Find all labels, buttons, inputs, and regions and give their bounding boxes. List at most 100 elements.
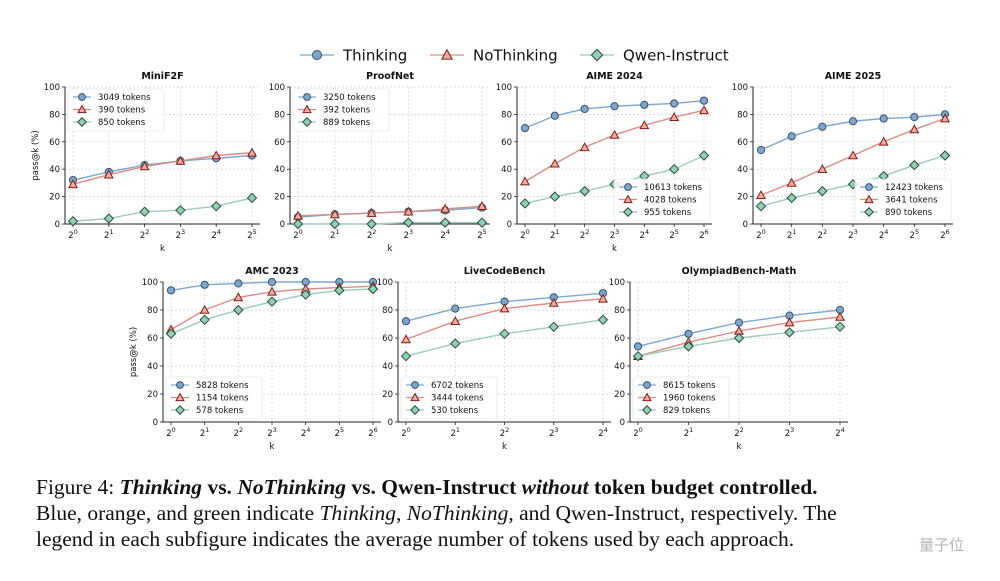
x-tick-label: 22	[580, 228, 590, 241]
panel-legend-label: 10613 tokens	[644, 183, 703, 193]
x-tick-label: 24	[835, 426, 845, 439]
data-point-nothinking	[520, 176, 530, 186]
panel-title: MiniF2F	[141, 71, 183, 82]
data-point-thinking	[640, 100, 649, 109]
data-point-qwen-instruct	[784, 327, 795, 338]
data-point-thinking	[879, 114, 888, 123]
data-point-qwen-instruct	[246, 192, 258, 204]
panel-legend-label: 3444 tokens	[431, 394, 484, 404]
data-point-thinking	[910, 113, 919, 122]
data-point-qwen-instruct	[292, 218, 304, 230]
x-tick-label: 24	[640, 228, 650, 241]
y-tick-label: 0	[620, 418, 625, 428]
x-tick-label: 21	[200, 426, 210, 439]
legend-marker-diamond	[590, 48, 604, 62]
data-point-nothinking	[786, 177, 797, 187]
panel-legend-box	[632, 376, 730, 420]
series-line-qwen-instruct	[72, 197, 253, 222]
y-tick-label: 60	[382, 334, 393, 344]
panel-legend-marker	[303, 93, 311, 101]
data-point-nothinking	[548, 297, 559, 307]
y-tick-label: 0	[388, 418, 393, 428]
series-line-nothinking	[72, 152, 253, 185]
data-point-qwen-instruct	[439, 217, 451, 228]
data-point-qwen-instruct	[597, 314, 609, 326]
y-tick-label: 100	[269, 83, 285, 93]
data-point-qwen-instruct	[519, 198, 531, 209]
data-point-nothinking	[784, 317, 795, 327]
panel-legend: 12423 tokens 3641 tokens 890 tokens	[854, 178, 952, 222]
panel-legend: 3049 tokens 390 tokens 850 tokens	[67, 88, 165, 132]
panel-legend-marker	[643, 381, 651, 389]
caption-line-3: legend in each subfigure indicates the a…	[36, 527, 795, 551]
panel-5: 0 20 40 60 80 100 20 21 22 23 24 LiveCodeBench k 6702…	[377, 266, 611, 452]
x-axis-label: k	[612, 244, 617, 254]
y-tick-label: 60	[147, 334, 158, 344]
y-tick-label: 80	[147, 306, 158, 316]
x-tick-label: 24	[879, 228, 889, 241]
data-point-nothinking	[669, 111, 680, 121]
y-axis-label: pass@k (%)	[129, 327, 139, 377]
panel-3: 0 20 40 60 80 100 20 21 22 23 24 25 26 AIME 2025 12423…	[732, 71, 953, 241]
caption-l2-thinking: Thinking	[319, 501, 397, 525]
x-tick-label: 24	[598, 426, 608, 439]
y-tick-label: 80	[737, 110, 748, 120]
panel-legend-marker	[77, 104, 87, 114]
figure-caption: Figure 4: Thinking vs. NoThinking vs. Qw…	[36, 474, 986, 552]
data-point-nothinking	[609, 129, 620, 139]
watermark: 量子位	[918, 536, 964, 554]
panel-legend-marker	[411, 381, 419, 389]
legend-marker-triangle	[440, 48, 454, 60]
data-point-nothinking	[579, 142, 590, 152]
data-point-qwen-instruct	[632, 350, 644, 362]
x-tick-label: 21	[330, 228, 340, 241]
x-tick-label: 20	[401, 426, 411, 439]
x-tick-label: 24	[211, 228, 221, 241]
y-tick-label: 40	[614, 362, 625, 372]
data-point-qwen-instruct	[199, 314, 210, 326]
x-tick-label: 25	[335, 426, 345, 439]
data-point-qwen-instruct	[400, 350, 412, 362]
x-tick-label: 26	[368, 426, 378, 439]
data-point-qwen-instruct	[834, 321, 846, 333]
data-point-nothinking	[440, 203, 451, 213]
panel-legend-marker	[175, 405, 185, 415]
panel-legend-marker	[78, 93, 86, 101]
data-point-qwen-instruct	[668, 163, 680, 175]
data-point-qwen-instruct	[476, 217, 488, 228]
y-tick-label: 0	[153, 418, 158, 428]
panel-2: 0 20 40 60 80 100 20 21 22 23 24 25 26 AIME 2024 k 1061…	[496, 71, 712, 254]
panel-legend-marker	[302, 117, 312, 127]
caption-prefix: Figure 4:	[36, 475, 120, 499]
x-axis-label: k	[270, 442, 275, 452]
panel-legend-box	[165, 376, 263, 420]
data-point-thinking	[580, 104, 589, 114]
data-point-thinking	[787, 132, 796, 141]
data-point-nothinking	[940, 113, 950, 123]
panel-title: AIME 2024	[586, 71, 643, 82]
y-tick-label: 0	[743, 220, 748, 230]
panel-legend-marker	[642, 392, 652, 402]
y-tick-label: 40	[737, 165, 748, 175]
legend-label-1: NoThinking	[473, 47, 558, 65]
x-tick-label: 23	[549, 426, 559, 439]
panel-legend-marker	[302, 104, 312, 114]
panel-legend-label: 3250 tokens	[323, 93, 376, 103]
data-point-nothinking	[103, 169, 114, 179]
data-point-thinking	[550, 111, 559, 120]
panel-legend-marker	[176, 381, 184, 389]
y-tick-label: 20	[737, 193, 748, 203]
data-point-qwen-instruct	[450, 338, 461, 349]
x-tick-label: 25	[247, 228, 257, 241]
data-point-thinking	[451, 304, 460, 313]
panel-legend-marker	[175, 392, 185, 402]
panel-4: 0 20 40 60 80 100 20 21 22 23 24 25 26 AMC 2023 k pass@…	[129, 266, 381, 452]
series-line-qwen-instruct	[298, 221, 482, 225]
data-point-qwen-instruct	[909, 159, 920, 171]
data-point-qwen-instruct	[210, 200, 222, 212]
data-point-thinking	[520, 124, 530, 133]
legend-marker-circle	[312, 50, 322, 60]
panel-legend-marker	[410, 392, 420, 402]
data-point-nothinking	[450, 316, 461, 326]
x-tick-label: 23	[267, 426, 277, 439]
